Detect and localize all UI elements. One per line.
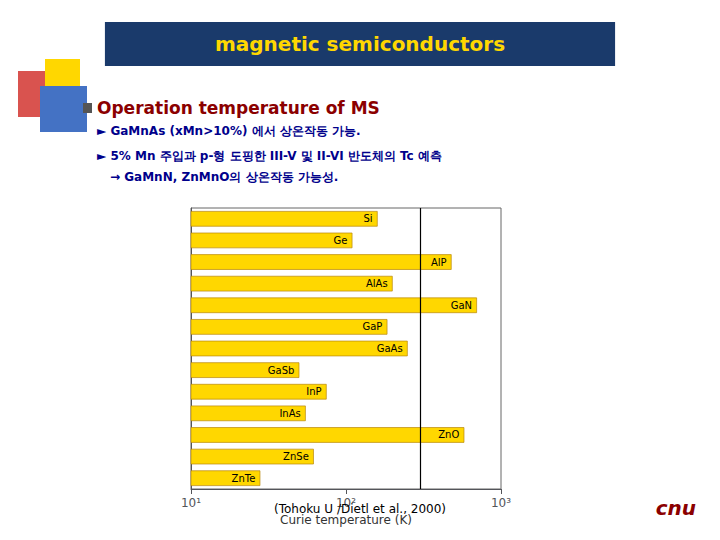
svg-text:magnetic semiconductors: magnetic semiconductors [215,32,505,56]
svg-text:InP: InP [306,386,321,397]
svg-text:Curie temperature (K): Curie temperature (K) [280,512,412,527]
svg-text:GaN: GaN [451,300,472,311]
svg-text:► GaMnAs (xMn>10%) 에서 상온작동 가능.: ► GaMnAs (xMn>10%) 에서 상온작동 가능. [97,124,361,138]
svg-text:Ge: Ge [334,235,348,246]
svg-text:InAs: InAs [279,408,300,419]
svg-text:ZnO: ZnO [438,429,459,440]
svg-text:GaSb: GaSb [268,365,295,376]
svg-text:Operation temperature of MS: Operation temperature of MS [97,98,380,118]
svg-text:GaP: GaP [362,321,382,332]
svg-text:Si: Si [363,213,372,224]
svg-text:ZnTe: ZnTe [232,473,256,484]
svg-text:10¹: 10¹ [181,496,201,510]
svg-text:AlAs: AlAs [366,278,388,289]
svg-text:GaAs: GaAs [377,343,403,354]
svg-text:→ GaMnN, ZnMnO의 상온작동 가능성.: → GaMnN, ZnMnO의 상온작동 가능성. [110,170,338,184]
svg-text:ZnSe: ZnSe [283,451,309,462]
svg-text:► 5% Mn 주입과 p-형 도핑한 III-V 및 II: ► 5% Mn 주입과 p-형 도핑한 III-V 및 II-VI 반도체의 T… [97,149,442,163]
svg-text:AlP: AlP [431,257,447,268]
svg-text:(Tohoku U /Dietl et al., 2000): (Tohoku U /Dietl et al., 2000) [274,502,446,516]
svg-text:10³: 10³ [491,496,511,510]
svg-text:cnu: cnu [656,496,696,520]
